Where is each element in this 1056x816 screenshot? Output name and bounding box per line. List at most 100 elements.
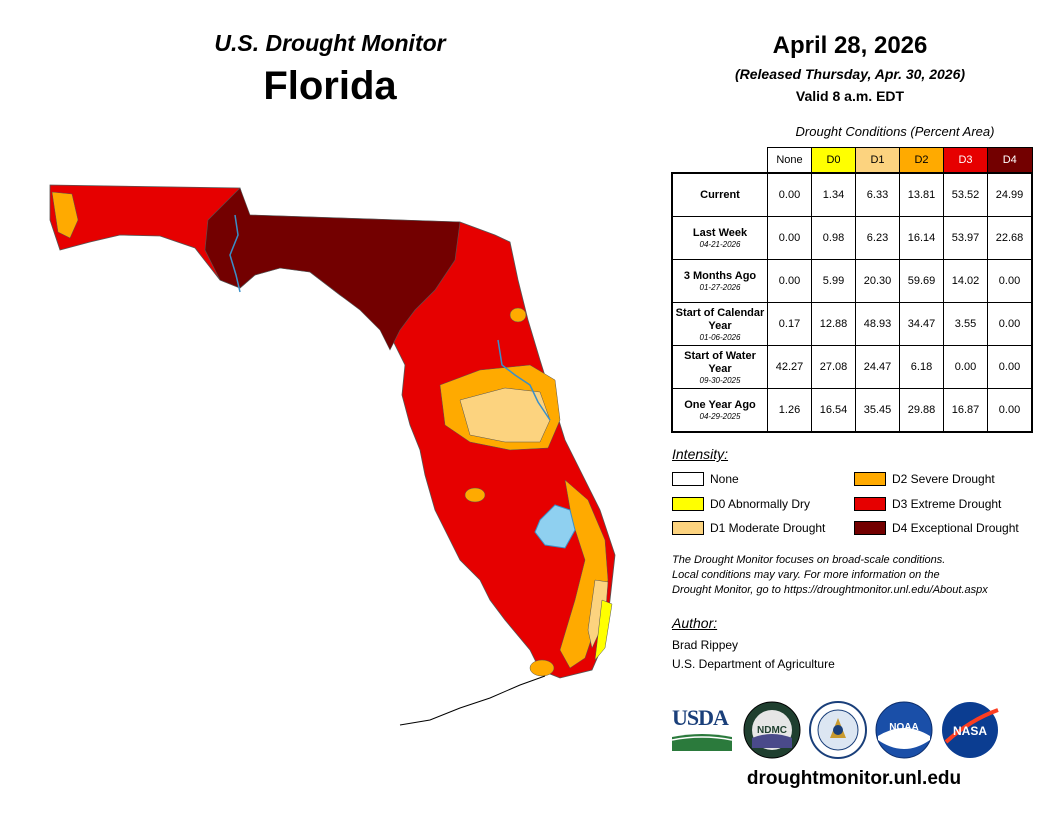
- florida-keys: [399, 675, 546, 726]
- table-cell: 0.17: [767, 302, 812, 346]
- row-label: Current: [671, 172, 768, 217]
- table-cell: 0.00: [987, 302, 1033, 346]
- table-cell: 53.52: [943, 172, 988, 217]
- col-d0: D0: [811, 147, 856, 174]
- svg-text:NOAA: NOAA: [889, 722, 918, 733]
- legend-swatch: [672, 472, 704, 486]
- drought-conditions-table: None D0 D1 D2 D3 D4 Current 0.00 1.34 6.…: [671, 147, 1033, 433]
- legend-swatch: [854, 521, 886, 535]
- disclaimer-note: The Drought Monitor focuses on broad-sca…: [672, 554, 988, 596]
- table-cell: 22.68: [987, 216, 1033, 260]
- table-cell: 59.69: [899, 259, 944, 303]
- table-caption: Drought Conditions (Percent Area): [795, 124, 995, 139]
- svg-text:NASA: NASA: [953, 724, 987, 738]
- legend-title: Intensity:: [672, 446, 729, 462]
- legend-swatch: [672, 521, 704, 535]
- legend-swatch: [672, 497, 704, 511]
- table-row: Last Week 04-21-2026 0.00 0.98 6.23 16.14…: [671, 216, 1033, 260]
- website-link[interactable]: droughtmonitor.unl.edu: [746, 768, 962, 789]
- table-row: Start of Water Year 09-30-2025 42.27 27.0…: [671, 345, 1033, 389]
- table-cell: 6.18: [899, 345, 944, 389]
- col-d2: D2: [899, 147, 944, 174]
- table-cell: 6.23: [855, 216, 900, 260]
- table-cell: 48.93: [855, 302, 900, 346]
- table-cell: 3.55: [943, 302, 988, 346]
- row-label: Start of Calendar Year 01-06-2026: [671, 302, 768, 346]
- legend-item-none: None: [672, 472, 739, 486]
- river-st-johns: [497, 339, 551, 421]
- legend-item-d3: D3 Extreme Drought: [854, 497, 1001, 511]
- table-cell: 0.00: [767, 172, 812, 217]
- map-d4-region: [204, 187, 461, 351]
- legend-item-d0: D0 Abnormally Dry: [672, 497, 810, 511]
- table-cell: 34.47: [899, 302, 944, 346]
- table-row: One Year Ago 04-29-2025 1.26 16.54 35.45 …: [671, 388, 1033, 433]
- legend-swatch: [854, 497, 886, 511]
- row-label: 3 Months Ago 01-27-2026: [671, 259, 768, 303]
- table-cell: 0.98: [811, 216, 856, 260]
- map-d0-southeast: [594, 599, 613, 661]
- author-org: U.S. Department of Agriculture: [672, 657, 835, 671]
- table-cell: 6.33: [855, 172, 900, 217]
- river-apalachicola: [229, 214, 241, 293]
- author-title: Author:: [672, 615, 718, 631]
- table-cell: 0.00: [987, 345, 1033, 389]
- table-cell: 42.27: [767, 345, 812, 389]
- table-header-row: None D0 D1 D2 D3 D4: [672, 147, 1033, 174]
- table-cell: 0.00: [987, 388, 1033, 433]
- table-cell: 12.88: [811, 302, 856, 346]
- table-cell: 1.34: [811, 172, 856, 217]
- table-cell: 0.00: [767, 259, 812, 303]
- table-cell: 0.00: [987, 259, 1033, 303]
- author-name: Brad Rippey: [672, 638, 739, 652]
- table-cell: 16.54: [811, 388, 856, 433]
- doc-seal-logo: [808, 700, 868, 760]
- usda-swoosh-icon: [671, 734, 733, 751]
- map-d2-panhandle: [51, 191, 79, 239]
- table-corner: [672, 147, 768, 174]
- table-row: Current 0.00 1.34 6.33 13.81 53.52 24.99: [671, 172, 1033, 217]
- legend-item-d2: D2 Severe Drought: [854, 472, 995, 486]
- table-row: 3 Months Ago 01-27-2026 0.00 5.99 20.30 5…: [671, 259, 1033, 303]
- map-d2-patch-west: [464, 487, 486, 503]
- map-d1-central: [459, 387, 551, 443]
- table-cell: 20.30: [855, 259, 900, 303]
- table-cell: 24.47: [855, 345, 900, 389]
- row-label: One Year Ago 04-29-2025: [671, 388, 768, 433]
- lake-okeechobee: [534, 504, 576, 549]
- legend-item-d4: D4 Exceptional Drought: [854, 521, 1019, 535]
- table-cell: 0.00: [767, 216, 812, 260]
- col-none: None: [767, 147, 812, 174]
- table-cell: 13.81: [899, 172, 944, 217]
- table-cell: 16.87: [943, 388, 988, 433]
- svg-text:NDMC: NDMC: [757, 725, 787, 736]
- table-cell: 29.88: [899, 388, 944, 433]
- row-label: Last Week 04-21-2026: [671, 216, 768, 260]
- table-cell: 14.02: [943, 259, 988, 303]
- legend-item-d1: D1 Moderate Drought: [672, 521, 825, 535]
- col-d1: D1: [855, 147, 900, 174]
- table-cell: 27.08: [811, 345, 856, 389]
- map-date: April 28, 2026: [772, 32, 928, 59]
- table-cell: 35.45: [855, 388, 900, 433]
- release-date: (Released Thursday, Apr. 30, 2026): [734, 66, 966, 82]
- usda-logo: USDA: [671, 705, 733, 753]
- map-d2-patch-south: [529, 659, 555, 677]
- map-d2-patch-east: [509, 307, 527, 323]
- row-label: Start of Water Year 09-30-2025: [671, 345, 768, 389]
- table-row: Start of Calendar Year 01-06-2026 0.17 12…: [671, 302, 1033, 346]
- map-title: Florida: [263, 64, 397, 108]
- col-d4: D4: [987, 147, 1033, 174]
- table-cell: 1.26: [767, 388, 812, 433]
- table-cell: 24.99: [987, 172, 1033, 217]
- nasa-logo: NASA: [940, 700, 1000, 760]
- table-cell: 53.97: [943, 216, 988, 260]
- map-subtitle: U.S. Drought Monitor: [214, 30, 446, 56]
- noaa-logo: NOAA: [874, 700, 934, 760]
- ndmc-logo: NDMC: [742, 700, 802, 760]
- table-cell: 0.00: [943, 345, 988, 389]
- legend-swatch: [854, 472, 886, 486]
- table-cell: 5.99: [811, 259, 856, 303]
- table-cell: 16.14: [899, 216, 944, 260]
- valid-time: Valid 8 a.m. EDT: [795, 88, 905, 104]
